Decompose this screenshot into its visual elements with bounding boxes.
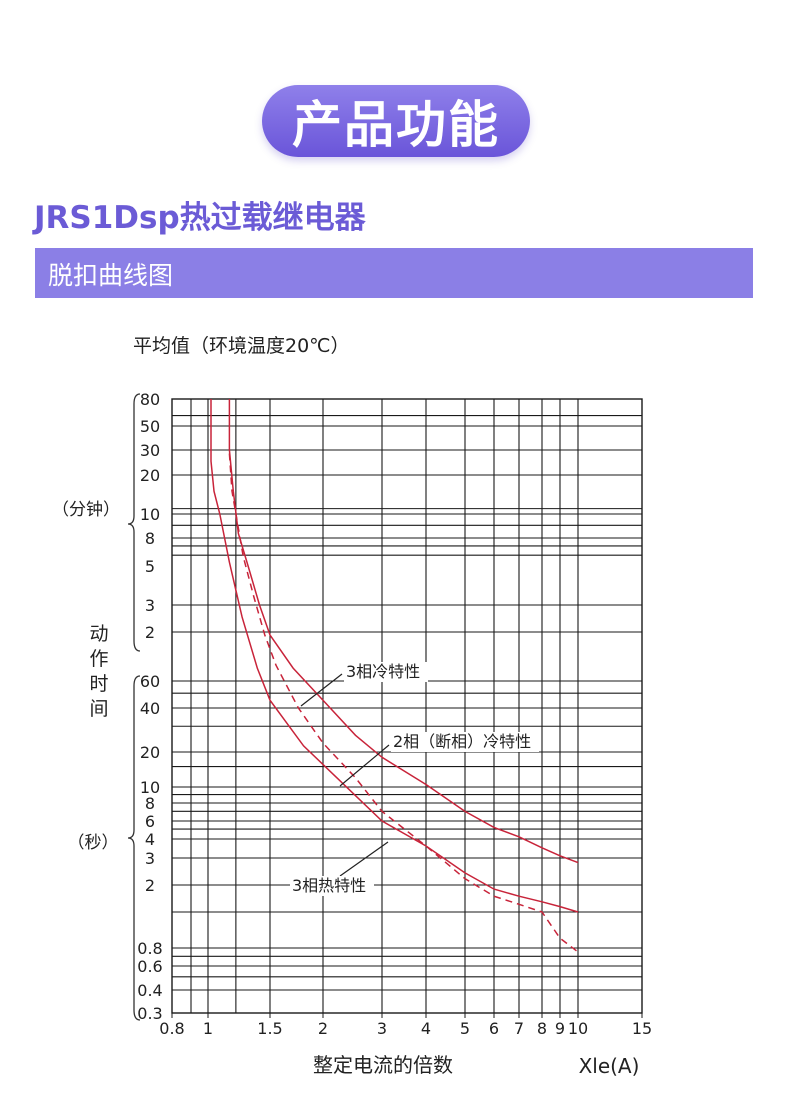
y-tick-label-minutes: 2 [145, 623, 155, 642]
annotation-label: 3相热特性 [292, 876, 366, 895]
annotation-bg [391, 732, 539, 752]
y-tick-label-minutes: 30 [140, 441, 160, 460]
seconds-brace [127, 675, 141, 1021]
chart-title: 平均值（环境温度20℃） [133, 335, 350, 357]
y-tick-label-minutes: 80 [140, 390, 160, 409]
badge-label: 产品功能 [292, 96, 500, 154]
annotation-leader [339, 841, 389, 877]
unit-seconds-label: （秒） [68, 833, 119, 853]
x-tick-label: 4 [421, 1019, 431, 1038]
section-header-bar: 脱扣曲线图 [35, 248, 753, 298]
x-tick-label: 3 [377, 1019, 387, 1038]
x-tick-label: 9 [555, 1019, 565, 1038]
y-tick-label-minutes: 50 [140, 417, 160, 436]
series-line-1 [228, 399, 579, 864]
y-tick-label-seconds: 40 [140, 699, 160, 718]
x-tick-label: 1.5 [257, 1019, 282, 1038]
x-tick-label: 5 [460, 1019, 470, 1038]
annotation-bg [344, 662, 428, 682]
x-tick-label: 8 [537, 1019, 547, 1038]
annotation-label: 3相冷特性 [346, 662, 420, 681]
y-tick-label-seconds: 6 [145, 812, 155, 831]
y-tick-label-minutes: 20 [140, 466, 160, 485]
annotation-label: 2相（断相）冷特性 [393, 732, 531, 751]
x-axis-unit: Xle(A) [579, 1054, 640, 1078]
y-tick-label-seconds: 60 [140, 672, 160, 691]
unit-minutes-label: （分钟） [52, 500, 120, 520]
y-tick-label-seconds: 0.4 [137, 981, 162, 1000]
section-label: 脱扣曲线图 [48, 261, 174, 290]
annotation-leader [339, 744, 390, 787]
x-tick-label: 1 [203, 1019, 213, 1038]
annotation-leader [300, 673, 343, 707]
annotation-bg [290, 876, 374, 896]
plot-frame [171, 398, 643, 1014]
y-tick-label-seconds: 0.3 [137, 1004, 162, 1023]
product-function-badge: 产品功能 [262, 85, 530, 157]
y-tick-label-minutes: 8 [145, 529, 155, 548]
x-tick-label: 7 [514, 1019, 524, 1038]
x-tick-label: 2 [318, 1019, 328, 1038]
x-tick-label: 15 [632, 1019, 652, 1038]
y-tick-label-minutes: 3 [145, 596, 155, 615]
series-line-2 [210, 399, 579, 913]
y-tick-label-seconds: 0.6 [137, 957, 162, 976]
series-line-3 [228, 453, 579, 953]
y-tick-label-seconds: 2 [145, 876, 155, 895]
y-tick-label-seconds: 8 [145, 794, 155, 813]
y-tick-label-seconds: 10 [140, 778, 160, 797]
product-title: JRS1Dsp热过载继电器 [34, 200, 366, 236]
y-tick-label-seconds: 20 [140, 743, 160, 762]
y-tick-label-seconds: 3 [145, 849, 155, 868]
x-tick-label: 10 [568, 1019, 588, 1038]
y-axis-label: 动作时间 [89, 623, 108, 720]
y-tick-label-seconds: 0.8 [137, 939, 162, 958]
x-tick-label: 6 [489, 1019, 499, 1038]
x-axis-label: 整定电流的倍数 [313, 1053, 453, 1077]
x-tick-label: 0.8 [159, 1019, 184, 1038]
minutes-brace [127, 393, 141, 652]
y-tick-label-minutes: 5 [145, 557, 155, 576]
y-tick-label-seconds: 4 [145, 830, 155, 849]
y-tick-label-minutes: 10 [140, 505, 160, 524]
